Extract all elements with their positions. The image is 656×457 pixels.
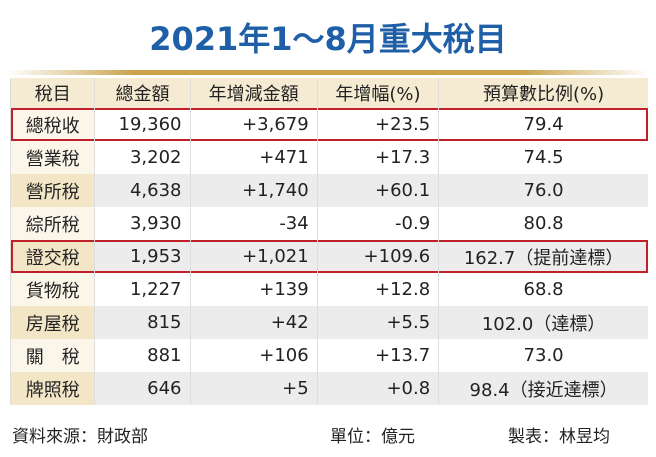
cell: 牌照稅	[9, 372, 95, 405]
cell: 646	[94, 372, 190, 405]
cell: 73.0	[438, 339, 648, 372]
row: 營所稅 4,638 +1,740 +60.1 76.0	[9, 174, 648, 207]
cell: 貨物稅	[9, 273, 95, 306]
cell: 營業稅	[9, 141, 95, 174]
row: 關 稅 881 +106 +13.7 73.0	[9, 339, 648, 372]
cell: 19,360	[94, 108, 190, 141]
cell: 1,953	[94, 240, 190, 273]
header-row: 稅目 總金額 年增減金額 年增幅(%) 預算數比例(%)	[9, 78, 648, 108]
author: 製表：林昱均	[508, 427, 610, 447]
header-cell: 預算數比例(%)	[438, 78, 648, 108]
cell: -0.9	[316, 207, 439, 240]
cell: +1,740	[189, 174, 318, 207]
cell: +23.5	[316, 108, 439, 141]
cell: +106	[189, 339, 318, 372]
cell: +0.8	[316, 372, 439, 405]
cell: 102.0（達標）	[438, 306, 648, 339]
cell: +139	[189, 273, 318, 306]
cell: +471	[189, 141, 318, 174]
row: 證交稅 1,953 +1,021 +109.6 162.7（提前達標）	[9, 240, 648, 273]
cell: -34	[189, 207, 318, 240]
cell: 關 稅	[9, 339, 95, 372]
cell: 74.5	[438, 141, 648, 174]
cell: +17.3	[316, 141, 439, 174]
cell: +60.1	[316, 174, 439, 207]
header-cell: 年增幅(%)	[316, 78, 439, 108]
header-cell: 年增減金額	[189, 78, 318, 108]
cell: 881	[94, 339, 190, 372]
source: 資料來源：財政部	[12, 427, 148, 447]
cell: 4,638	[94, 174, 190, 207]
cell: +12.8	[316, 273, 439, 306]
cell: +13.7	[316, 339, 439, 372]
row: 總稅收 19,360 +3,679 +23.5 79.4	[9, 108, 648, 141]
cell: 80.8	[438, 207, 648, 240]
row: 貨物稅 1,227 +139 +12.8 68.8	[9, 273, 648, 306]
cell: 3,930	[94, 207, 190, 240]
cell: 總稅收	[9, 108, 95, 141]
cell: +109.6	[316, 240, 439, 273]
unit: 單位：億元	[330, 427, 415, 447]
cell: 1,227	[94, 273, 190, 306]
row: 房屋稅 815 +42 +5.5 102.0（達標）	[9, 306, 648, 339]
cell: 綜所稅	[9, 207, 95, 240]
row: 綜所稅 3,930 -34 -0.9 80.8	[9, 207, 648, 240]
cell: 98.4（接近達標）	[438, 372, 648, 405]
header-cell: 總金額	[94, 78, 190, 108]
header-cell: 稅目	[9, 78, 95, 108]
tax-table: 稅目 總金額 年增減金額 年增幅(%) 預算數比例(%) 總稅收 19,360 +3,679 +…	[9, 78, 648, 405]
cell: 營所稅	[9, 174, 95, 207]
cell: +5.5	[316, 306, 439, 339]
cell: 162.7（提前達標）	[438, 240, 648, 273]
cell: 3,202	[94, 141, 190, 174]
cell: 815	[94, 306, 190, 339]
cell: +42	[189, 306, 318, 339]
cell: +3,679	[189, 108, 318, 141]
title: 2021年1～8月重大稅目	[149, 20, 507, 58]
title-rule	[8, 70, 648, 75]
cell: 房屋稅	[9, 306, 95, 339]
row: 牌照稅 646 +5 +0.8 98.4（接近達標）	[9, 372, 648, 405]
row: 營業稅 3,202 +471 +17.3 74.5	[9, 141, 648, 174]
cell: 76.0	[438, 174, 648, 207]
cell: +1,021	[189, 240, 318, 273]
cell: 68.8	[438, 273, 648, 306]
cell: 證交稅	[9, 240, 95, 273]
cell: +5	[189, 372, 318, 405]
cell: 79.4	[438, 108, 648, 141]
